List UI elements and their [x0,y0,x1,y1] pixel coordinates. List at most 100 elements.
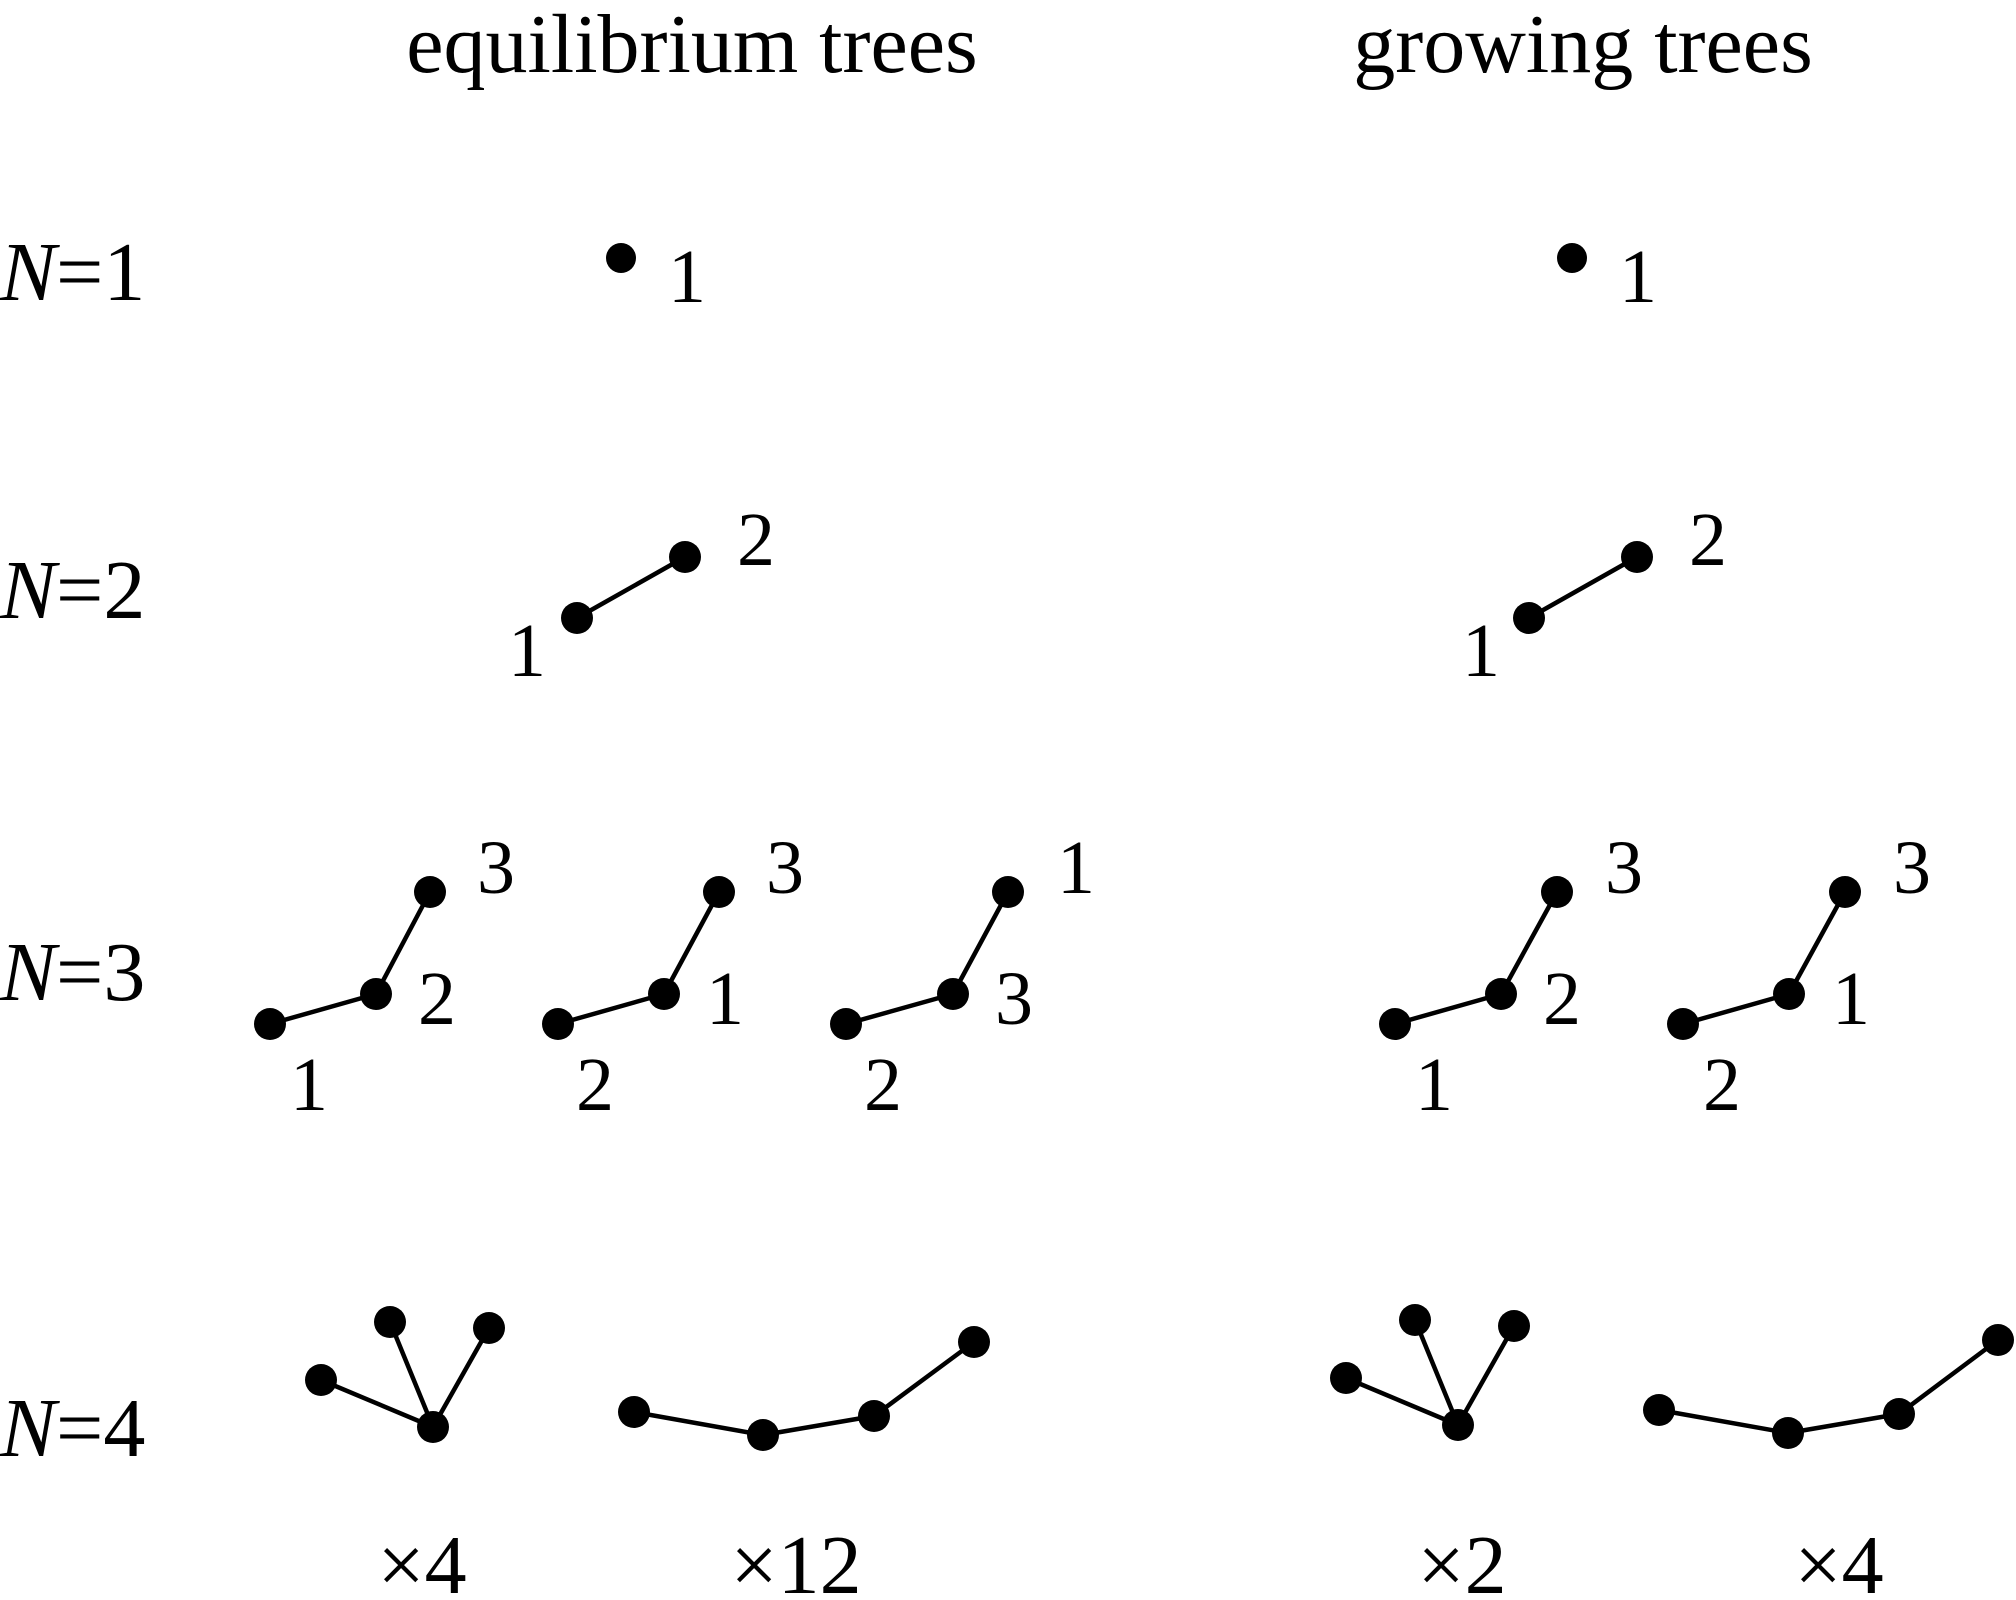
node-label: 1 [1832,957,1870,1041]
tree-node [414,876,446,908]
gr-n4-star-tree [1330,1304,1530,1441]
eq-n3-tree-2: 2 1 3 [542,826,804,1127]
node-label: 3 [1605,826,1643,910]
node-label: 3 [766,826,804,910]
tree-edge [1896,1337,2001,1417]
svg-text:N=2: N=2 [0,544,145,637]
node-label: 2 [1689,498,1727,582]
gr-n2-tree: 1 2 [1462,498,1727,693]
tree-node [1643,1394,1675,1426]
tree-node [1485,978,1517,1010]
row-label-n4: N=4 [0,1382,145,1475]
node-label: 2 [737,498,775,582]
tree-node [1982,1324,2014,1356]
tree-edge [1412,1317,1461,1428]
svg-text:N=4: N=4 [0,1382,145,1475]
tree-edge [1786,889,1848,997]
tree-edge [1680,991,1792,1027]
svg-text:N=3: N=3 [0,926,145,1019]
tree-node [1667,1008,1699,1040]
eq-n3-tree-1: 1 2 3 [254,826,515,1127]
tree-node [669,541,701,573]
row-label-eq: =4 [56,1382,145,1475]
row-label-var: N [0,544,60,637]
tree-node [1513,602,1545,634]
eq-n2-tree: 1 2 [508,498,775,693]
tree-node [254,1008,286,1040]
tree-node [1557,243,1587,273]
tree-node [360,978,392,1010]
eq-n3-tree-3: 2 3 1 [830,826,1095,1127]
eq-n4-star-tree [305,1306,505,1443]
gr-n4-chain-tree [1643,1324,2014,1449]
row-label-n1: N=1 [0,226,145,319]
multiplier-gr-star: ×2 [1417,1519,1506,1600]
tree-edge [1498,889,1560,997]
svg-text:N=1: N=1 [0,226,145,319]
tree-edge [574,554,688,621]
eq-n1-tree: 1 [606,235,706,319]
row-label-n3: N=3 [0,926,145,1019]
tree-node [305,1364,337,1396]
node-label: 1 [508,609,546,693]
row-label-eq: =3 [56,926,145,1019]
tree-edge [1656,1407,1791,1436]
gr-n3-tree-2: 2 1 3 [1667,826,1931,1127]
tree-node [542,1008,574,1040]
tree-node [618,1396,650,1428]
node-label: 3 [1893,826,1931,910]
node-label: 1 [668,235,706,319]
tree-node [1829,876,1861,908]
node-label: 1 [1619,235,1657,319]
tree-edge [387,1319,436,1430]
tree-edge [950,889,1011,997]
multiplier-gr-chain: ×4 [1794,1519,1883,1600]
node-label: 2 [864,1043,902,1127]
tree-node [958,1326,990,1358]
tree-edge [661,889,722,997]
tree-edge [843,991,956,1027]
tree-node [648,978,680,1010]
node-label: 2 [576,1043,614,1127]
node-label: 1 [1462,609,1500,693]
row-label-var: N [0,926,60,1019]
tree-node [1621,541,1653,573]
node-label: 3 [477,826,515,910]
row-label-eq: =2 [56,544,145,637]
tree-node [374,1306,406,1338]
tree-edge [373,889,433,997]
node-label: 2 [1543,957,1581,1041]
tree-node [747,1419,779,1451]
tree-node [1399,1304,1431,1336]
row-label-n2: N=2 [0,544,145,637]
node-label: 2 [1703,1043,1741,1127]
tree-edge [267,991,379,1027]
gr-n3-tree-1: 1 2 3 [1379,826,1643,1127]
node-label: 1 [1415,1043,1453,1127]
node-label: 1 [1057,826,1095,910]
row-label-var: N [0,1382,60,1475]
row-label-eq: =1 [56,226,145,319]
tree-node [473,1312,505,1344]
eq-n4-chain-tree [618,1326,990,1451]
tree-edge [1455,1323,1517,1428]
tree-node [606,243,636,273]
node-label: 1 [290,1043,328,1127]
node-label: 3 [995,957,1033,1041]
node-label: 1 [706,957,744,1041]
tree-node [1772,1417,1804,1449]
tree-edge [760,1413,877,1438]
header-growing-trees: growing trees [1353,0,1813,91]
tree-node [1330,1362,1362,1394]
tree-node [1379,1008,1411,1040]
multiplier-eq-chain: ×12 [730,1519,861,1600]
tree-node [1773,978,1805,1010]
tree-edge [555,991,667,1027]
header-equilibrium-trees: equilibrium trees [406,0,978,91]
tree-node [1498,1310,1530,1342]
tree-node [561,602,593,634]
tree-node [858,1400,890,1432]
tree-edge [1392,991,1504,1027]
tree-edge [1785,1411,1902,1436]
